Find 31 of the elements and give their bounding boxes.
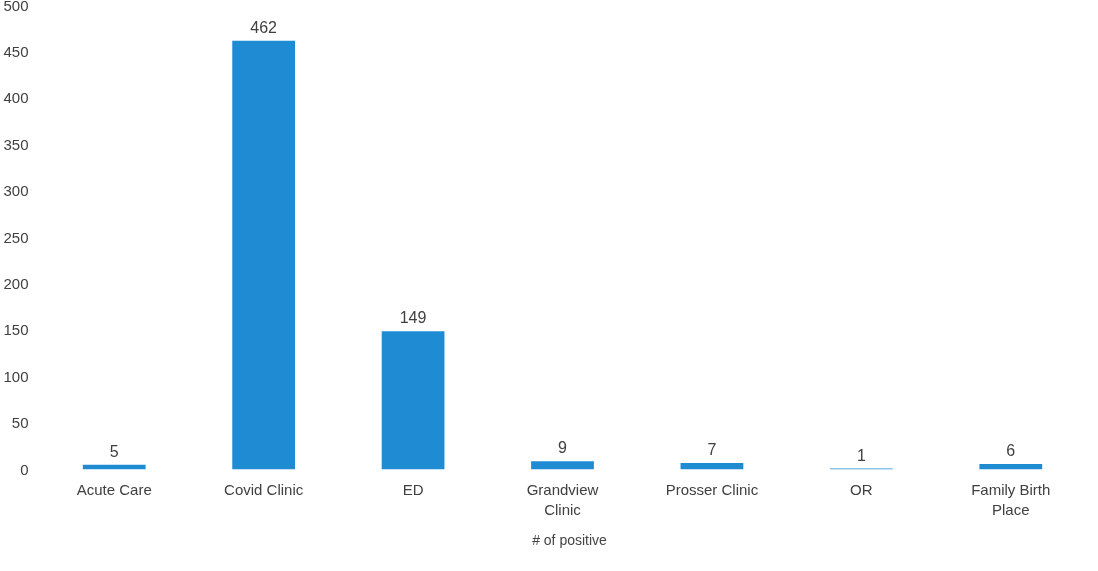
x-tick-label: Grandview Clinic [526,480,599,518]
y-tick-label: 450 [3,42,29,60]
data-label: 9 [558,439,568,457]
x-tick-label: ED [402,480,424,498]
y-tick-label: 150 [3,321,29,339]
bar [381,331,445,470]
y-tick-label: 500 [3,0,29,14]
y-tick-label: 100 [3,367,29,385]
x-tick-label: Prosser Clinic [665,480,759,498]
bar [979,463,1043,470]
data-label: 149 [399,309,427,327]
data-label: 462 [250,18,278,36]
text: # of positive [532,532,607,548]
data-label: 6 [1006,441,1016,459]
y-tick-label: 0 [20,460,29,478]
bar [680,463,744,470]
y-tick-label: 200 [3,274,29,292]
y-tick-label: 350 [3,135,29,153]
bar [232,40,296,470]
x-tick-label: Family Birth Place [971,480,1051,518]
x-tick-label: Covid Clinic [224,480,304,498]
y-tick-label: 250 [3,228,29,246]
x-tick-label: OR [850,480,873,498]
data-label: 7 [707,441,717,458]
y-tick-label: 300 [3,182,29,200]
y-tick-label: 50 [11,414,29,432]
bar [531,461,594,470]
data-label: 5 [109,442,119,460]
data-label: 1 [856,446,866,464]
x-tick-label: Acute Care [76,480,152,498]
y-tick-label: 400 [3,89,29,107]
